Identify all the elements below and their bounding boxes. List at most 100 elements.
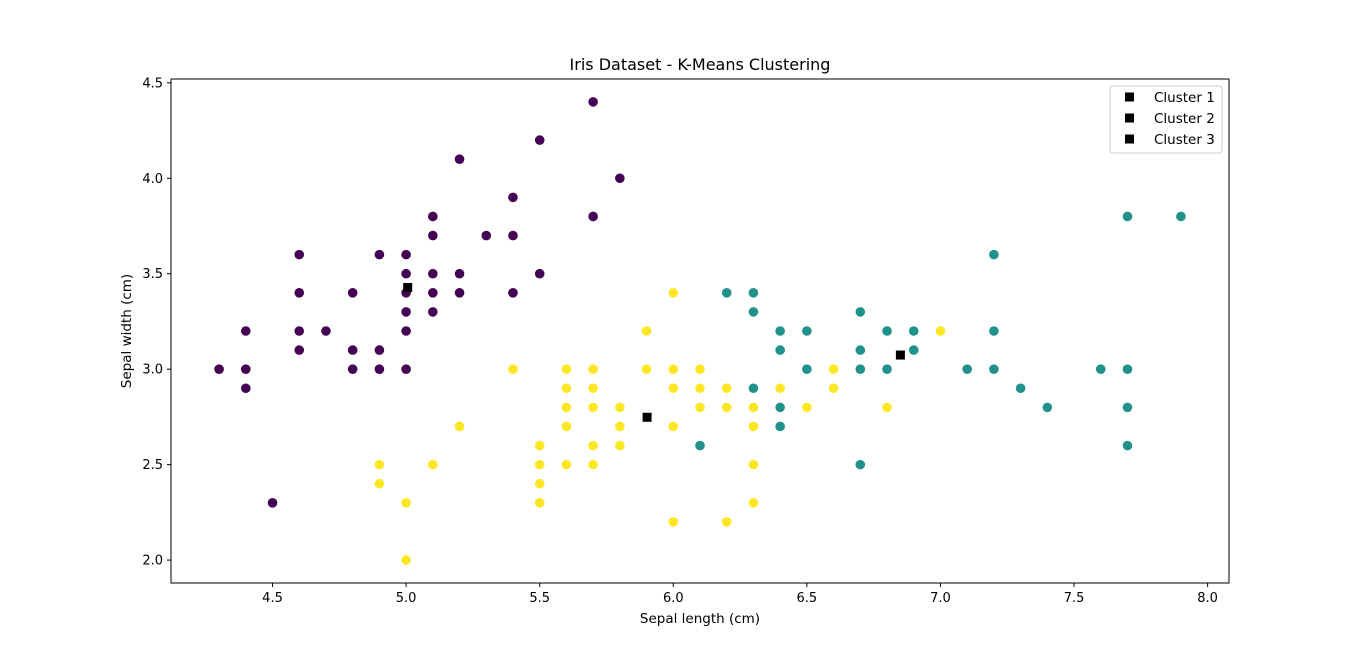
data-point [588, 402, 598, 413]
data-point [1015, 383, 1026, 394]
data-point [668, 364, 679, 374]
data-point [534, 459, 545, 470]
data-point [962, 364, 972, 374]
data-point [428, 211, 438, 222]
data-point [748, 459, 759, 470]
data-point [428, 288, 438, 298]
data-point [855, 459, 866, 470]
data-point [294, 326, 305, 336]
data-point [401, 268, 411, 279]
data-point [641, 326, 652, 336]
legend-label: Cluster 2 [1154, 111, 1215, 127]
data-point [668, 517, 679, 527]
data-point [748, 383, 759, 394]
data-point [855, 345, 866, 355]
data-point [588, 383, 598, 394]
y-tick-label: 4.0 [142, 172, 163, 187]
data-point [454, 421, 465, 432]
data-point [775, 326, 785, 336]
x-tick-label: 8.0 [1197, 591, 1218, 606]
data-point [695, 440, 705, 451]
data-point [347, 288, 358, 298]
y-tick-label: 2.5 [142, 458, 163, 473]
data-point [454, 268, 465, 279]
data-point [241, 383, 251, 394]
centroids-layer [403, 282, 905, 422]
data-point [401, 307, 411, 317]
data-point [374, 478, 385, 489]
data-point [668, 288, 679, 298]
legend-box [1109, 85, 1223, 154]
x-axis-label: Sepal length (cm) [640, 611, 760, 627]
data-point [534, 498, 545, 508]
data-point [561, 383, 572, 394]
data-point [802, 326, 812, 336]
legend-label: Cluster 1 [1154, 90, 1215, 106]
data-point [428, 268, 438, 279]
data-point [508, 288, 518, 298]
data-point [401, 249, 411, 260]
data-point [775, 402, 785, 413]
data-point [828, 383, 839, 394]
data-point [1176, 211, 1186, 222]
y-tick-label: 4.5 [142, 76, 163, 91]
data-point [802, 364, 812, 374]
data-point [588, 459, 598, 470]
data-point [668, 383, 679, 394]
centroid-marker [403, 282, 413, 292]
data-point [1122, 364, 1133, 374]
data-point [374, 459, 385, 470]
data-point [561, 421, 572, 432]
chart-title: Iris Dataset - K-Means Clustering [570, 55, 831, 74]
data-point [721, 288, 732, 298]
legend-items: Cluster 1 Cluster 2 Cluster 3 [1125, 90, 1215, 148]
data-point [347, 345, 358, 355]
data-point [294, 288, 305, 298]
data-point [561, 364, 572, 374]
data-point [294, 249, 305, 260]
data-point [534, 268, 545, 279]
data-point [1122, 440, 1133, 451]
data-point [748, 402, 759, 413]
x-tick-label: 6.0 [663, 591, 684, 606]
centroid-marker [895, 350, 905, 360]
data-point [908, 345, 919, 355]
data-point [508, 364, 518, 374]
data-point [374, 249, 385, 260]
data-point [802, 402, 812, 413]
data-point [534, 478, 545, 489]
data-point [989, 326, 999, 336]
x-tick-label: 6.5 [797, 591, 818, 606]
data-point [748, 288, 759, 298]
data-point [534, 135, 545, 145]
centroid-marker [642, 412, 652, 422]
data-point [641, 364, 652, 374]
data-point [855, 307, 866, 317]
data-point [401, 555, 411, 565]
data-point [1095, 364, 1106, 374]
data-point [775, 421, 785, 432]
y-axis-label: Sepal width (cm) [119, 274, 135, 388]
data-point [882, 364, 892, 374]
data-point [748, 498, 759, 508]
legend-label: Cluster 3 [1154, 132, 1215, 148]
legend-marker [1125, 113, 1134, 123]
data-point [615, 421, 625, 432]
data-point [561, 402, 572, 413]
x-tick-label: 5.5 [529, 591, 550, 606]
data-point [267, 498, 278, 508]
data-point [347, 364, 358, 374]
legend-marker [1125, 92, 1134, 102]
plot-frame [170, 78, 1230, 584]
data-point [721, 402, 732, 413]
data-point [588, 440, 598, 451]
x-tick-label: 7.0 [930, 591, 951, 606]
data-point [508, 192, 518, 203]
data-point [721, 517, 732, 527]
data-point [588, 97, 598, 107]
data-point [721, 383, 732, 394]
y-axis-ticks: 2.0 2.5 3.0 3.5 4.0 4.5 [142, 76, 171, 569]
y-tick-label: 3.5 [142, 267, 163, 282]
data-point [828, 364, 839, 374]
